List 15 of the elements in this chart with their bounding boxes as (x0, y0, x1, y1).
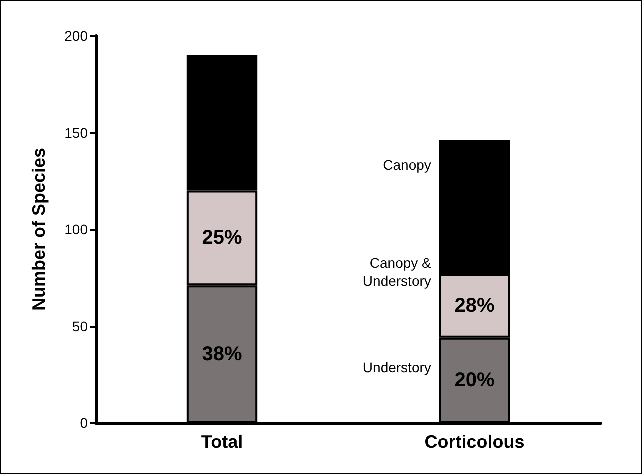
y-tick-label: 150 (64, 124, 88, 141)
y-tick-label: 50 (72, 318, 88, 334)
y-axis-title: Number of Species (29, 148, 49, 312)
series-label: Understory (362, 359, 432, 376)
series-label: Canopy (383, 157, 432, 174)
annotation: 25% (202, 227, 242, 250)
annotation: 20% (454, 369, 495, 392)
y-tick-label: 200 (64, 28, 88, 44)
x-tick-label: Corticolous (424, 432, 525, 452)
y-tick-label: 100 (64, 222, 88, 238)
annotation: 28% (454, 294, 495, 317)
series-label: Canopy & Understory (362, 255, 432, 290)
x-tick-label: Total (201, 432, 244, 452)
annotation: 38% (202, 343, 242, 366)
y-tick-label: 0 (80, 415, 88, 431)
